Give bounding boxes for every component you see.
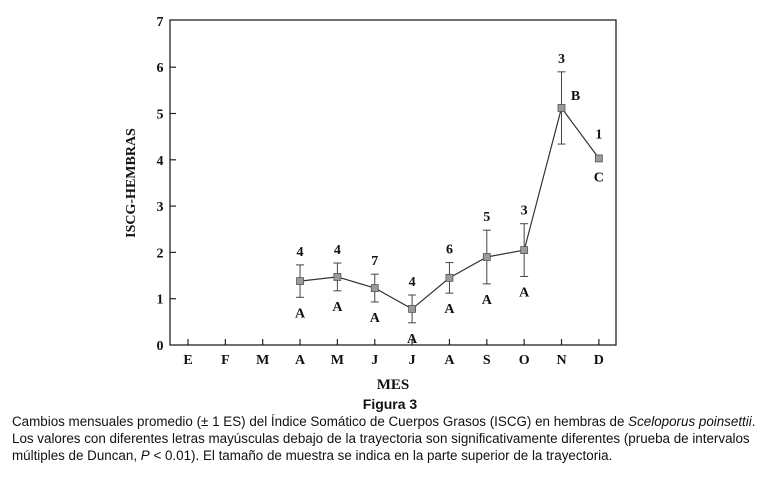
group-letter: A (370, 311, 381, 326)
group-letter: A (407, 332, 418, 347)
data-points (296, 104, 603, 313)
caption-p: P (140, 448, 150, 463)
figure-caption: Cambios mensuales promedio (± 1 ES) del … (12, 413, 776, 464)
x-tick-label: J (371, 353, 378, 368)
x-tick-label: M (331, 353, 344, 368)
y-tick-label: 2 (157, 246, 164, 261)
group-letter: A (295, 306, 306, 321)
x-tick-label: F (221, 353, 230, 368)
data-point (370, 284, 379, 292)
caption-text-2: . Los valores con diferentes letras mayú… (12, 414, 756, 463)
x-tick-label: M (256, 353, 269, 368)
sample-size-label: 7 (371, 254, 378, 269)
sample-size-label: 4 (334, 243, 341, 258)
caption-species: Sceloporus poinsettii (628, 414, 752, 429)
x-axis-label: MES (377, 377, 410, 393)
y-tick-label: 5 (157, 108, 164, 123)
x-tick-label: A (444, 353, 455, 368)
group-letter: A (519, 285, 530, 300)
data-point (333, 273, 342, 281)
data-point (445, 273, 454, 282)
data-point (594, 154, 603, 163)
x-tick-label: O (519, 353, 530, 368)
sample-size-label: 6 (446, 243, 453, 258)
data-point (520, 246, 529, 254)
x-tick-label: N (556, 353, 566, 368)
y-tick-label: 3 (157, 200, 164, 215)
data-point (408, 304, 417, 313)
plot-frame (169, 19, 617, 346)
sample-size-label: 1 (595, 127, 602, 142)
x-tick-label: J (409, 353, 416, 368)
figure-title: Figura 3 (362, 396, 418, 412)
group-letter: C (594, 170, 604, 185)
x-tick-label: A (295, 353, 306, 368)
y-tick-label: 1 (157, 293, 164, 308)
group-letter: B (571, 89, 580, 104)
group-letter: A (482, 293, 493, 308)
sample-size-label: 5 (483, 210, 490, 225)
data-point (296, 277, 304, 286)
sample-size-labels: 4 4 7 4 6 5 3 3 1 (297, 52, 603, 290)
y-axis: 0 1 2 3 4 5 6 7 (157, 15, 176, 354)
data-point (557, 104, 566, 112)
y-tick-label: 6 (157, 61, 164, 76)
sample-size-label: 3 (521, 204, 528, 219)
caption-text-1: Cambios mensuales promedio (± 1 ES) del … (12, 414, 629, 429)
sample-size-label: 4 (297, 245, 304, 260)
x-tick-label: S (483, 353, 491, 368)
y-tick-label: 4 (157, 154, 164, 169)
data-point (482, 253, 491, 261)
y-tick-label: 7 (157, 15, 164, 30)
caption-text-3: < 0.01). El tamaño de muestra se indica … (149, 448, 613, 463)
y-axis-label: ISCG-HEMBRAS (124, 128, 139, 238)
y-tick-label: 0 (157, 339, 164, 354)
group-letter: A (444, 302, 455, 317)
x-tick-label: D (594, 353, 604, 368)
sample-size-label: 4 (409, 275, 416, 290)
x-tick-label: E (183, 353, 192, 368)
sample-size-label: 3 (558, 52, 565, 67)
group-letters: A A A A A A A B C (295, 89, 604, 347)
group-letter: A (332, 300, 343, 315)
